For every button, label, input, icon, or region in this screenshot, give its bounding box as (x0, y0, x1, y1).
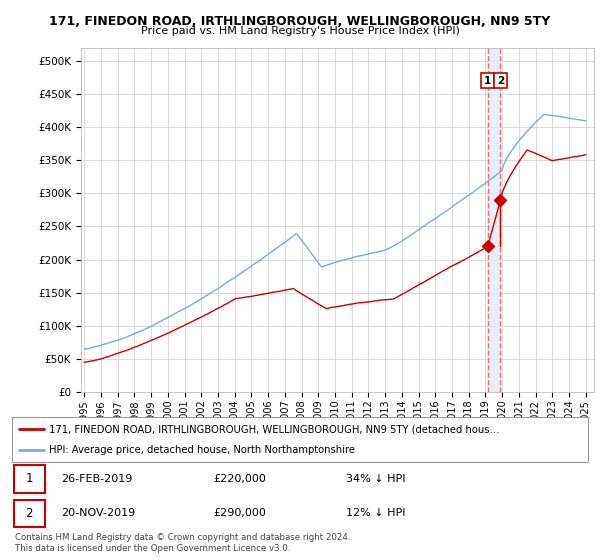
FancyBboxPatch shape (14, 500, 46, 527)
Text: 1: 1 (484, 76, 491, 86)
Text: HPI: Average price, detached house, North Northamptonshire: HPI: Average price, detached house, Nort… (49, 445, 355, 455)
Text: £290,000: £290,000 (214, 508, 266, 519)
Text: Price paid vs. HM Land Registry's House Price Index (HPI): Price paid vs. HM Land Registry's House … (140, 26, 460, 36)
Text: 171, FINEDON ROAD, IRTHLINGBOROUGH, WELLINGBOROUGH, NN9 5TY: 171, FINEDON ROAD, IRTHLINGBOROUGH, WELL… (49, 15, 551, 28)
Text: 2: 2 (497, 76, 504, 86)
Text: 12% ↓ HPI: 12% ↓ HPI (346, 508, 406, 519)
Text: 26-FEB-2019: 26-FEB-2019 (61, 474, 133, 484)
Text: Contains HM Land Registry data © Crown copyright and database right 2024.
This d: Contains HM Land Registry data © Crown c… (15, 533, 350, 553)
Text: 1: 1 (26, 473, 33, 486)
Text: 171, FINEDON ROAD, IRTHLINGBOROUGH, WELLINGBOROUGH, NN9 5TY (detached hous…: 171, FINEDON ROAD, IRTHLINGBOROUGH, WELL… (49, 424, 500, 435)
Text: £220,000: £220,000 (214, 474, 266, 484)
FancyBboxPatch shape (14, 465, 46, 493)
Text: 20-NOV-2019: 20-NOV-2019 (61, 508, 135, 519)
Text: 2: 2 (26, 507, 33, 520)
Text: 34% ↓ HPI: 34% ↓ HPI (346, 474, 406, 484)
Bar (488, 48, 500, 392)
